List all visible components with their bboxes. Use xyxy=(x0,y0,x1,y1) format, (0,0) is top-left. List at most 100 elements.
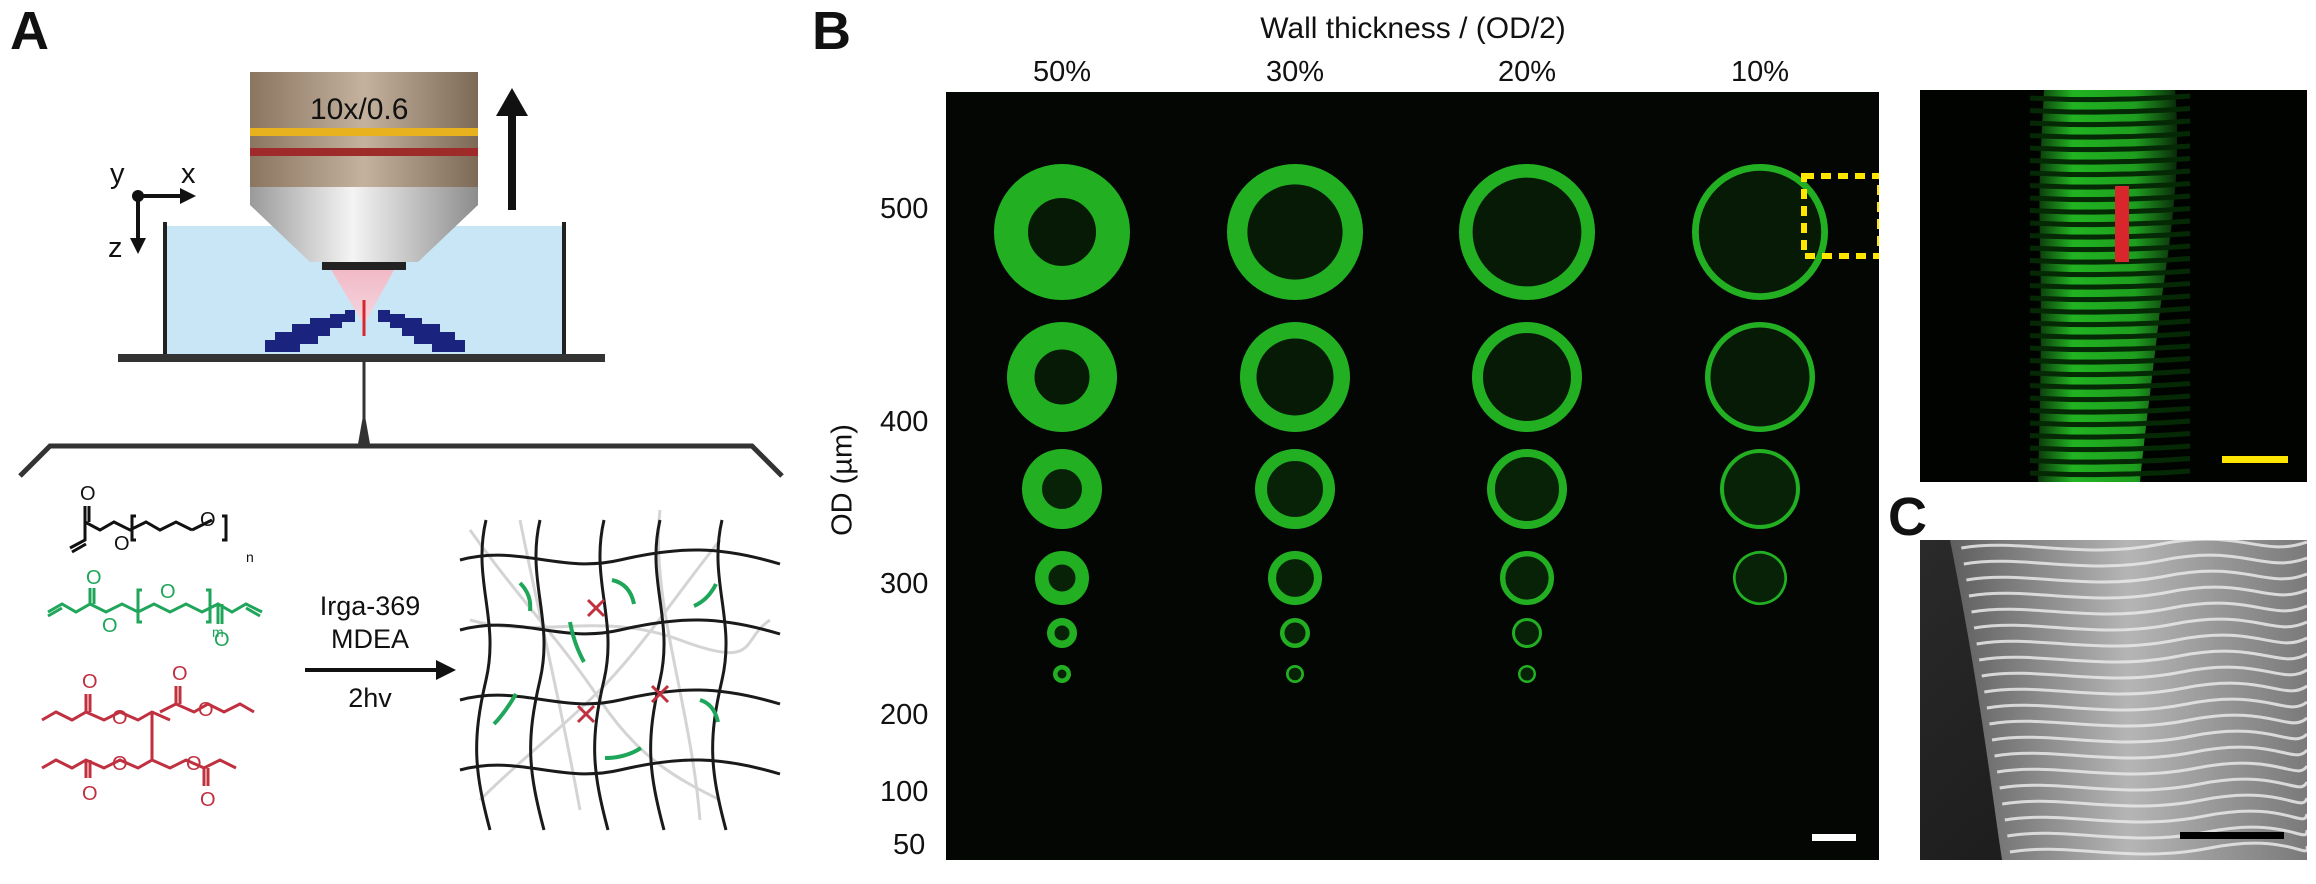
zoom-layer-line xyxy=(2029,356,2191,365)
column-header-30: 30% xyxy=(1265,56,1325,88)
capsule-ring xyxy=(1720,449,1800,529)
sem-ridge xyxy=(1994,745,2307,760)
capsule-ring xyxy=(1732,551,1787,606)
axis-label-y: y xyxy=(110,158,125,190)
atom-o-8: O xyxy=(82,671,98,693)
capsule-ring xyxy=(1458,164,1595,301)
reaction-condition-light: 2hv xyxy=(348,683,392,713)
network-chains xyxy=(459,519,781,831)
atom-o-6: O xyxy=(160,581,176,603)
zoom-bracket xyxy=(18,443,784,478)
panel-letter-c: C xyxy=(1888,487,1927,547)
scale-bar-c xyxy=(2180,832,2284,839)
network-chain-horizontal xyxy=(459,758,781,776)
axis-label-x: x xyxy=(181,158,196,190)
row-label-400: 400 xyxy=(880,406,929,438)
sem-ridge xyxy=(1999,777,2307,792)
zoom-layer-line xyxy=(2029,368,2191,378)
atom-o-14: O xyxy=(186,753,202,775)
panel-b-title: Wall thickness / (OD/2) xyxy=(1260,12,1566,45)
zoom-layer-line xyxy=(2029,431,2191,440)
atom-o-9: O xyxy=(112,707,128,729)
sem-image xyxy=(1920,540,2307,860)
sem-ridge xyxy=(1966,569,2307,584)
capsule-ring xyxy=(1053,665,1071,683)
zoom-layer-line xyxy=(2029,231,2191,240)
network-chain-horizontal xyxy=(459,618,781,636)
laser-beam xyxy=(330,268,395,325)
column-header-50: 50% xyxy=(1032,56,1092,88)
atom-o-12: O xyxy=(112,753,128,775)
zoom-layer-line xyxy=(2029,381,2191,390)
capsule-ring xyxy=(1500,551,1555,606)
atom-o-5: O xyxy=(102,615,118,637)
network-chain-horizontal xyxy=(459,688,781,706)
axis-z-head xyxy=(130,238,146,254)
molecule-peg-acrylate xyxy=(69,506,228,554)
panel-letter-b: B xyxy=(812,1,851,61)
highlight-box xyxy=(1801,173,1879,259)
objective-tip xyxy=(322,262,406,270)
capsule-ring xyxy=(1267,550,1322,605)
sem-ridge xyxy=(1971,601,2307,616)
capsule-ring xyxy=(1240,322,1350,432)
network-pegda-links xyxy=(492,578,720,760)
scan-arrow-head xyxy=(496,88,528,116)
scale-bar-zoom xyxy=(2222,456,2288,463)
sem-ridge xyxy=(1984,681,2307,696)
zoom-layer-line xyxy=(2029,418,2191,428)
atom-o-7: O xyxy=(214,629,230,651)
capsule-rings xyxy=(994,163,1829,683)
zoom-layer-line xyxy=(2029,343,2191,353)
atom-o-11: O xyxy=(198,699,214,721)
axis-x-head xyxy=(180,188,196,204)
sem-ridge xyxy=(2009,841,2307,856)
microscopy-grid xyxy=(946,92,1879,860)
capsule-ring xyxy=(1487,449,1567,529)
row-label-300: 300 xyxy=(880,568,929,600)
capsule-ring xyxy=(1047,618,1077,648)
zoom-layer-line xyxy=(2029,268,2191,278)
substrate-plate xyxy=(118,354,605,362)
zoom-layer-line xyxy=(2029,93,2191,103)
polymer-network xyxy=(459,509,781,831)
objective-nose xyxy=(250,187,478,262)
zoom-layer-line xyxy=(2029,181,2191,190)
zoom-layer-line xyxy=(2029,318,2191,328)
molecule-crosslinker xyxy=(41,686,255,786)
capsule-ring xyxy=(1286,664,1305,683)
column-header-20: 20% xyxy=(1497,56,1557,88)
zoom-layer-line xyxy=(2029,118,2191,128)
capsule-ring xyxy=(1007,322,1117,432)
zoom-layer-line xyxy=(2029,206,2191,215)
network-chain-vertical xyxy=(529,519,546,831)
network-chain-vertical xyxy=(711,519,728,831)
zoom-layer-line xyxy=(2029,106,2191,115)
zoom-layer-line xyxy=(2029,306,2191,315)
scale-bar-b xyxy=(1812,834,1856,841)
y-axis-label: OD (µm) xyxy=(826,424,859,536)
reaction-condition-amine: MDEA xyxy=(330,624,410,654)
sem-ridge xyxy=(1989,713,2307,728)
zoom-layer-line xyxy=(2029,456,2191,465)
row-label-100: 100 xyxy=(880,776,929,808)
zoom-layer-line xyxy=(2029,468,2191,478)
atom-o-1: O xyxy=(80,483,96,505)
reaction-arrow-head xyxy=(436,660,456,680)
network-chain-vertical xyxy=(649,519,666,831)
atom-o-10: O xyxy=(172,663,188,685)
sem-ridge xyxy=(1963,553,2307,568)
capsule-ring xyxy=(1227,163,1364,300)
molecule-pegda xyxy=(47,588,263,624)
atom-o-13: O xyxy=(82,783,98,805)
zoom-layer-lines xyxy=(2029,93,2191,478)
zoom-layer-line xyxy=(2029,331,2191,340)
zoom-layer-line xyxy=(2029,281,2191,290)
row-label-500: 500 xyxy=(880,193,929,225)
sem-ridge xyxy=(1991,729,2307,744)
sem-ridge xyxy=(1996,761,2307,776)
subscript-m: m xyxy=(212,624,224,640)
network-chain-vertical xyxy=(475,519,492,831)
zoom-layer-line xyxy=(2029,256,2191,265)
atom-o-15: O xyxy=(200,789,216,811)
